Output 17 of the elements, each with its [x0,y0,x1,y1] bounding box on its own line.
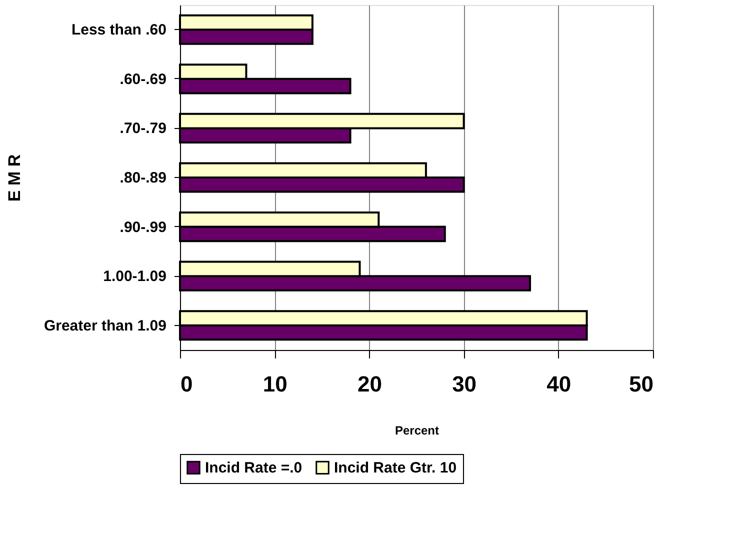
y-tick-label: .90-.99 [120,218,166,236]
x-tick-label: 30 [452,372,477,396]
y-tick-label: Less than .60 [71,22,166,39]
x-axis-title: Percent [394,424,440,438]
x-tick-label: 50 [629,372,654,396]
legend-label: Incid Rate =.0 [205,460,302,477]
y-tick-label: 1.00-1.09 [103,268,166,286]
x-tick-label: 20 [357,372,382,396]
y-axis-title: E M R [4,154,24,202]
x-tick-label: 40 [546,372,572,396]
y-tick-label: Greater than 1.09 [44,317,166,334]
legend-label: Incid Rate Gtr. 10 [334,460,457,477]
y-tick-label: .80-.89 [120,170,166,186]
y-tick-label: .60-.69 [120,70,166,88]
y-tick-label: .70-.79 [120,120,166,138]
x-tick-label: 0 [180,372,193,396]
x-tick-label: 10 [262,372,288,396]
